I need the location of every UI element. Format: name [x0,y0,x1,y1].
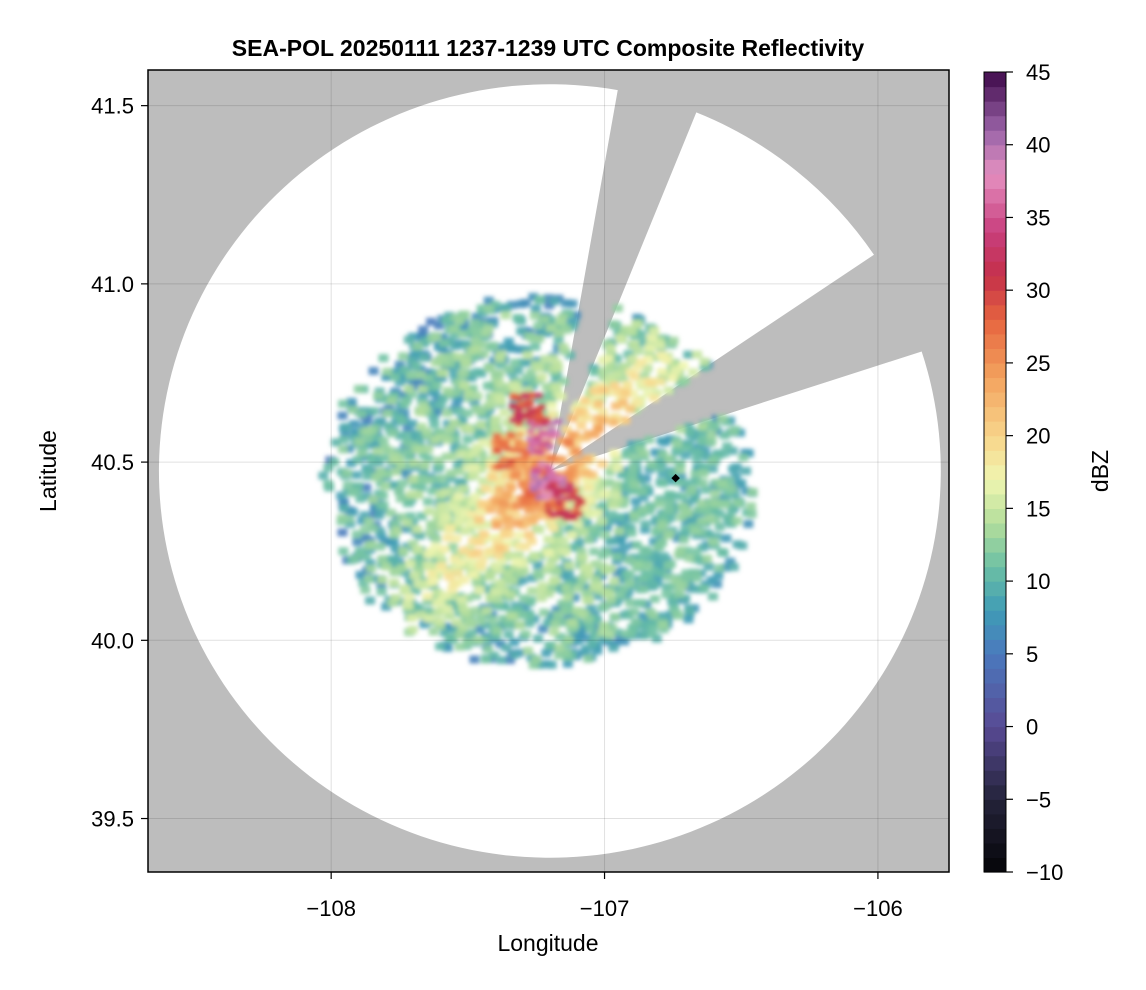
colorbar-segment [984,188,1006,204]
colorbar-segment [984,333,1006,349]
y-axis-label: Latitude [35,430,61,512]
colorbar-segment [984,857,1006,873]
y-tick-label: 41.0 [91,272,134,297]
y-tick-label: 40.5 [91,450,134,475]
colorbar-tick-label: −10 [1026,860,1063,885]
colorbar-segment [984,435,1006,451]
colorbar-segment [984,813,1006,829]
colorbar-segment [984,610,1006,626]
colorbar-segment [984,304,1006,320]
colorbar-segment [984,770,1006,786]
x-tick-label: −106 [853,896,903,921]
colorbar-segment [984,232,1006,248]
colorbar-segment [984,581,1006,597]
colorbar-segment [984,624,1006,640]
colorbar-segment [984,799,1006,815]
colorbar-tick-label: 25 [1026,351,1050,376]
colorbar-segment [984,362,1006,379]
colorbar-segment [984,144,1006,160]
colorbar-tick-label: 5 [1026,642,1038,667]
colorbar-segment [984,173,1006,189]
x-axis-label: Longitude [497,930,598,956]
colorbar-segment [984,595,1006,611]
colorbar-tick-label: 10 [1026,569,1050,594]
y-tick-label: 40.0 [91,628,134,653]
colorbar-segment [984,479,1006,495]
colorbar-segment [984,712,1006,728]
colorbar-segment [984,130,1006,146]
colorbar-segment [984,406,1006,422]
colorbar-segment [984,464,1006,480]
colorbar-segment [984,522,1006,539]
colorbar-segment [984,741,1006,757]
plot-frame [147,69,950,873]
chart-title: SEA-POL 20250111 1237-1239 UTC Composite… [232,35,865,61]
colorbar-segment [984,552,1006,568]
colorbar-segment [984,72,1006,88]
colorbar-label: dBZ [1087,450,1113,492]
colorbar-segment [984,653,1006,669]
colorbar-segment [984,697,1006,713]
colorbar-segment [984,755,1006,771]
colorbar-tick-label: −5 [1026,787,1051,812]
colorbar-segment [984,493,1006,509]
colorbar-segment [984,566,1006,582]
colorbar-segment [984,159,1006,175]
site-marker [671,473,680,483]
colorbar-segment [984,115,1006,131]
plot-area [148,70,949,872]
colorbar-tick-label: 40 [1026,133,1050,158]
colorbar-segment [984,217,1006,233]
y-axis-ticks: 39.5 40.0 40.5 41.0 41.5 [91,94,148,832]
colorbar-segment [984,319,1006,335]
colorbar-segment [984,682,1006,699]
colorbar-segment [984,450,1006,466]
colorbar-ticks: −10 −5 0 5 10 15 20 25 30 35 40 45 [1006,60,1063,885]
colorbar-segment [984,784,1006,800]
colorbar-segment [984,261,1006,277]
colorbar-segment [984,842,1006,859]
x-tick-label: −108 [306,896,356,921]
y-tick-label: 41.5 [91,94,134,119]
colorbar-tick-label: 35 [1026,205,1050,230]
colorbar-segment [984,101,1006,117]
colorbar-tick-label: 15 [1026,496,1050,521]
colorbar-segment [984,421,1006,437]
colorbar-segment [984,668,1006,684]
colorbar-segment [984,202,1006,219]
colorbar-segment [984,639,1006,655]
colorbar-segment [984,348,1006,364]
colorbar [983,71,1007,873]
colorbar-tick-label: 0 [1026,715,1038,740]
colorbar-segment [984,86,1006,102]
colorbar-tick-label: 20 [1026,424,1050,449]
colorbar-segment [984,508,1006,524]
colorbar-segment [984,290,1006,306]
colorbar-frame [983,71,1007,873]
x-axis-ticks: −108 −107 −106 [306,872,903,921]
colorbar-segment [984,726,1006,742]
colorbar-tick-label: 45 [1026,60,1050,85]
colorbar-segment [984,275,1006,291]
colorbar-segment [984,246,1006,262]
grid-lines [148,70,949,872]
colorbar-tick-label: 30 [1026,278,1050,303]
x-tick-label: −107 [580,896,630,921]
reflectivity-echoes [318,293,758,670]
y-tick-label: 39.5 [91,807,134,832]
colorbar-segment [984,377,1006,393]
colorbar-segment [984,537,1006,553]
colorbar-segment [984,828,1006,844]
colorbar-segment [984,392,1006,408]
